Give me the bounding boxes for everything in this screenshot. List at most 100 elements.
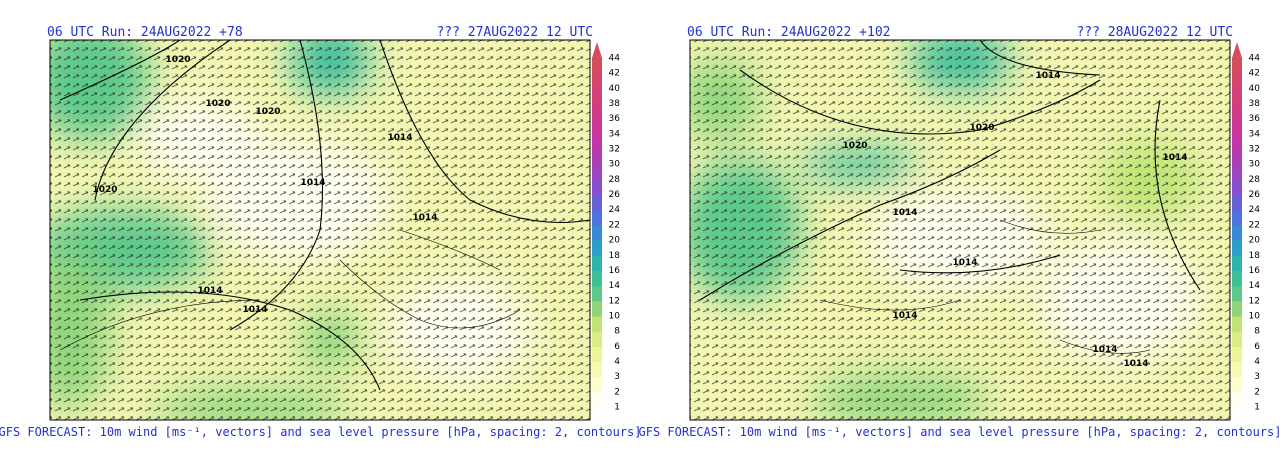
colorbar-label: 40	[1249, 84, 1261, 94]
colorbar-label: 8	[614, 327, 620, 337]
colorbar-swatch	[592, 133, 602, 150]
colorbar-label: 16	[1249, 266, 1261, 276]
isobar-label: 1014	[300, 178, 325, 188]
colorbar-swatch	[592, 391, 602, 408]
isobar-label: 1014	[242, 305, 267, 315]
isobar-label: 1014	[952, 258, 977, 268]
colorbar-swatch	[592, 209, 602, 226]
colorbar-arrow	[592, 42, 602, 58]
colorbar-swatch	[592, 149, 602, 165]
colorbar-label: 36	[609, 114, 621, 124]
colorbar-swatch	[1232, 194, 1242, 211]
isobar-label: 1020	[255, 107, 280, 117]
map-frame	[49, 39, 591, 421]
run-label: 06 UTC Run: 24AUG2022 +102	[687, 25, 891, 40]
colorbar-label: 22	[1249, 220, 1260, 230]
isobar-label: 1020	[969, 123, 994, 133]
isobar-label: 1014	[412, 213, 437, 223]
colorbar-label: 18	[609, 251, 621, 261]
colorbar-swatch	[592, 270, 602, 287]
valid-label: ??? 27AUG2022 12 UTC	[436, 25, 593, 40]
colorbar-swatch	[1232, 300, 1242, 317]
colorbar-swatch	[592, 118, 602, 135]
caption: GFS FORECAST: 10m wind [ms⁻¹, vectors] a…	[639, 425, 1280, 439]
colorbar-swatch	[1232, 88, 1242, 105]
colorbar-label: 26	[1249, 190, 1261, 200]
colorbar-label: 36	[1249, 114, 1261, 124]
colorbar-label: 34	[1249, 129, 1261, 139]
colorbar-label: 6	[1254, 342, 1260, 352]
colorbar-swatch	[1232, 270, 1242, 287]
map	[50, 40, 590, 420]
colorbar-swatch	[592, 240, 602, 256]
colorbar-label: 14	[1249, 281, 1261, 291]
colorbar-swatch	[592, 88, 602, 105]
colorbar-label: 42	[1249, 69, 1260, 79]
colorbar-label: 34	[609, 129, 621, 139]
colorbar-label: 3	[1254, 372, 1260, 382]
colorbar-label: 40	[609, 84, 621, 94]
colorbar-swatch	[592, 285, 602, 302]
colorbar-label: 32	[609, 145, 620, 155]
colorbar-label: 4	[1254, 357, 1260, 367]
colorbar-swatch	[1232, 133, 1242, 150]
colorbar-swatch	[1232, 255, 1242, 271]
colorbar-swatch	[1232, 149, 1242, 165]
colorbar-swatch	[1232, 118, 1242, 135]
valid-label: ??? 28AUG2022 12 UTC	[1076, 25, 1233, 40]
colorbar-swatch	[1232, 209, 1242, 226]
colorbar-label: 38	[1249, 99, 1261, 109]
colorbar-swatch	[1232, 391, 1242, 408]
colorbar-label: 24	[1249, 205, 1261, 215]
colorbar-label: 8	[1254, 327, 1260, 337]
colorbar-label: 12	[609, 296, 620, 306]
isobar-label: 1014	[1123, 359, 1148, 369]
isobar-label: 1014	[197, 286, 222, 296]
colorbar-swatch	[592, 331, 602, 347]
colorbar-swatch	[1232, 164, 1242, 180]
isobar-label: 1020	[165, 55, 190, 65]
colorbar-swatch	[1232, 376, 1242, 393]
colorbar-swatch	[592, 361, 602, 378]
colorbar-label: 28	[609, 175, 621, 185]
colorbar-swatch	[592, 376, 602, 393]
colorbar-swatch	[592, 58, 602, 74]
colorbar-arrow	[1232, 42, 1242, 58]
colorbar-label: 22	[609, 220, 620, 230]
colorbar-swatch	[1232, 73, 1242, 89]
colorbar-label: 1	[614, 403, 620, 413]
colorbar-base	[1232, 407, 1242, 415]
colorbar-label: 38	[609, 99, 621, 109]
run-label: 06 UTC Run: 24AUG2022 +78	[47, 25, 243, 40]
colorbar-swatch	[1232, 224, 1242, 241]
colorbar-swatch	[592, 164, 602, 180]
caption: GFS FORECAST: 10m wind [ms⁻¹, vectors] a…	[0, 425, 642, 439]
colorbar-label: 6	[614, 342, 620, 352]
colorbar-label: 2	[1254, 387, 1260, 397]
isobar-label: 1014	[387, 133, 412, 143]
colorbar-label: 1	[1254, 403, 1260, 413]
colorbar-label: 10	[609, 311, 621, 321]
colorbar-base	[592, 407, 602, 415]
isobar-label: 1014	[1092, 345, 1117, 355]
isobar-label: 1020	[842, 141, 867, 151]
colorbar-swatch	[592, 103, 602, 120]
colorbar-label: 4	[614, 357, 620, 367]
colorbar-swatch	[1232, 285, 1242, 302]
colorbar-label: 26	[609, 190, 621, 200]
colorbar-swatch	[592, 346, 602, 362]
colorbar-label: 10	[1249, 311, 1261, 321]
colorbar-swatch	[1232, 331, 1242, 347]
colorbar-label: 16	[609, 266, 621, 276]
colorbar-label: 42	[609, 69, 620, 79]
colorbar-label: 20	[1249, 236, 1261, 246]
isobar-label: 1014	[1162, 153, 1187, 163]
colorbar-label: 44	[1249, 54, 1261, 64]
colorbar-label: 30	[1249, 160, 1261, 170]
isobar-label: 1014	[892, 208, 917, 218]
colorbar-swatch	[592, 315, 602, 332]
map-frame	[689, 39, 1231, 421]
colorbar-label: 30	[609, 160, 621, 170]
colorbar-swatch	[1232, 315, 1242, 332]
